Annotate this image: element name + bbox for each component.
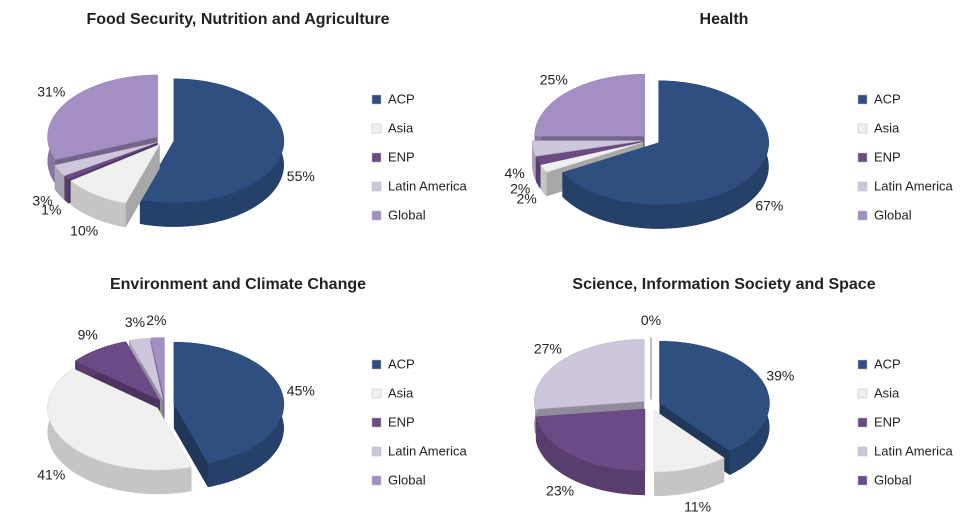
legend-label: Latin America bbox=[388, 443, 468, 458]
data-label: 11% bbox=[684, 498, 711, 514]
legend-swatch bbox=[857, 388, 868, 399]
pie-slice bbox=[653, 409, 725, 473]
pie-slice bbox=[64, 142, 158, 180]
legend-swatch bbox=[371, 417, 382, 428]
legend-swatch bbox=[857, 359, 868, 370]
pie-slice bbox=[54, 142, 158, 176]
data-label: 1% bbox=[41, 202, 61, 218]
slice-side bbox=[654, 457, 725, 497]
legend-label: ACP bbox=[388, 91, 415, 106]
legend-label: ENP bbox=[874, 414, 901, 429]
slice-side bbox=[535, 416, 645, 496]
legend-label: Global bbox=[388, 207, 426, 222]
chart-title: Environment and Climate Change bbox=[110, 276, 366, 293]
legend-label: Global bbox=[874, 472, 912, 487]
data-label: 3% bbox=[32, 193, 52, 209]
legend-swatch bbox=[857, 123, 868, 134]
pie-slice bbox=[659, 340, 770, 452]
chart-title: Food Security, Nutrition and Agriculture bbox=[86, 11, 389, 28]
pie-slice bbox=[70, 143, 161, 204]
chart-title: Health bbox=[700, 11, 749, 28]
slice-side bbox=[540, 165, 547, 197]
data-label: 27% bbox=[534, 340, 562, 356]
pie-chart: Environment and Climate Change 2%3% 9% 45% 4… bbox=[37, 276, 468, 494]
pie-slice bbox=[128, 337, 164, 400]
legend-label: ENP bbox=[874, 149, 901, 164]
data-label: 45% bbox=[287, 383, 315, 399]
chart-title: Science, Information Society and Space bbox=[572, 276, 875, 293]
data-label: 4% bbox=[504, 165, 524, 181]
legend-label: Asia bbox=[388, 385, 414, 400]
pie-slice bbox=[139, 78, 285, 204]
legend-swatch bbox=[371, 94, 382, 105]
pie-slice bbox=[534, 73, 645, 137]
pie-slice bbox=[47, 74, 158, 161]
data-label: 23% bbox=[546, 482, 574, 498]
legend-label: ENP bbox=[388, 149, 415, 164]
legend-swatch bbox=[857, 475, 868, 486]
pie-slice bbox=[47, 368, 192, 471]
legend-swatch bbox=[371, 446, 382, 457]
data-label: 55% bbox=[287, 168, 315, 184]
data-label: 31% bbox=[37, 84, 65, 100]
pie-chart: Food Security, Nutrition and Agriculture… bbox=[32, 11, 467, 238]
legend-label: ENP bbox=[388, 414, 415, 429]
data-label: 25% bbox=[540, 72, 568, 88]
data-label: 2% bbox=[510, 181, 530, 197]
data-label: 10% bbox=[70, 222, 98, 238]
pie-slice bbox=[540, 142, 643, 173]
slice-side bbox=[532, 140, 536, 181]
legend-label: Latin America bbox=[874, 443, 954, 458]
data-label: 3% bbox=[125, 314, 145, 330]
legend-swatch bbox=[857, 210, 868, 221]
pie-slice bbox=[535, 141, 643, 165]
pie-slice bbox=[534, 339, 645, 410]
legend-swatch bbox=[371, 388, 382, 399]
slice-side bbox=[64, 176, 69, 204]
pie-slice bbox=[150, 337, 165, 400]
data-label: 39% bbox=[766, 367, 794, 383]
data-label: 41% bbox=[37, 467, 65, 483]
legend-swatch bbox=[371, 181, 382, 192]
pie-slice bbox=[74, 341, 161, 402]
legend-swatch bbox=[371, 210, 382, 221]
legend-swatch bbox=[371, 475, 382, 486]
slice-side bbox=[173, 404, 208, 488]
slice-side bbox=[54, 165, 65, 200]
slice-side bbox=[70, 180, 126, 228]
legend-swatch bbox=[371, 359, 382, 370]
legend-label: Latin America bbox=[388, 178, 468, 193]
legend-swatch bbox=[857, 94, 868, 105]
data-label: 2% bbox=[516, 190, 536, 206]
legend-swatch bbox=[371, 152, 382, 163]
pie-slice bbox=[531, 140, 643, 157]
legend-label: ACP bbox=[874, 356, 901, 371]
pie-slice bbox=[561, 80, 769, 205]
legend-swatch bbox=[371, 123, 382, 134]
data-label: 0% bbox=[641, 312, 661, 328]
pie-slice bbox=[535, 408, 646, 472]
pie-chart: Science, Information Society and Space 0%… bbox=[534, 276, 954, 514]
slice-side bbox=[47, 368, 192, 494]
legend-swatch bbox=[857, 417, 868, 428]
data-label: 9% bbox=[78, 326, 98, 342]
legend-label: Global bbox=[874, 207, 912, 222]
legend-label: Global bbox=[388, 472, 426, 487]
legend-label: Latin America bbox=[874, 178, 954, 193]
legend-label: Asia bbox=[388, 120, 414, 135]
legend-swatch bbox=[857, 181, 868, 192]
data-label: 67% bbox=[755, 197, 783, 213]
legend-swatch bbox=[857, 446, 868, 457]
data-label: 2% bbox=[146, 312, 166, 328]
legend-label: Asia bbox=[874, 120, 900, 135]
legend-label: Asia bbox=[874, 385, 900, 400]
pie-slice bbox=[173, 341, 285, 464]
legend-label: ACP bbox=[388, 356, 415, 371]
slice-side bbox=[535, 157, 541, 189]
legend-swatch bbox=[857, 152, 868, 163]
legend-label: ACP bbox=[874, 91, 901, 106]
